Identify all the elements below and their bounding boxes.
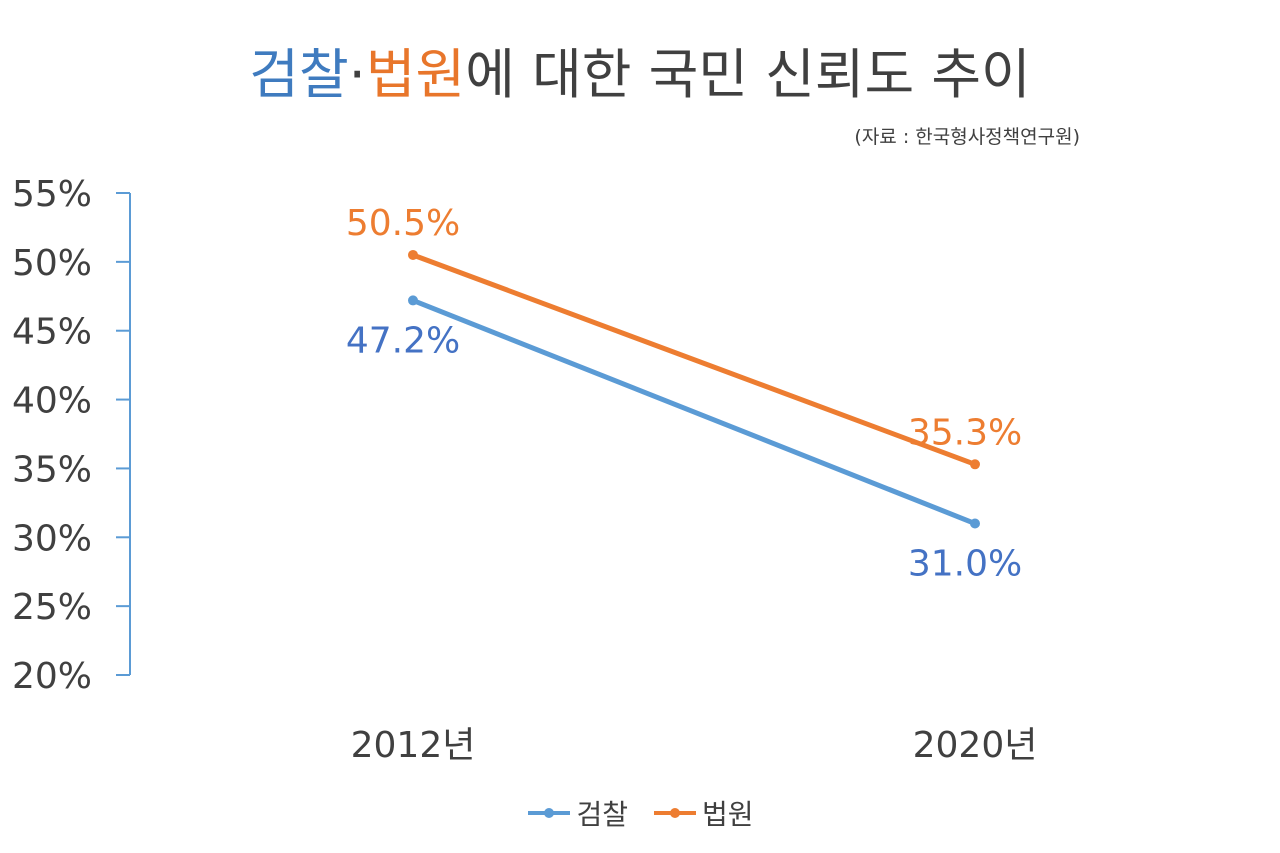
x-tick-label: 2012년 <box>351 725 476 766</box>
y-tick-label: 55% <box>12 174 92 215</box>
legend-marker-prosecution <box>528 808 571 818</box>
y-tick-label: 40% <box>12 381 92 422</box>
title-part-prosecution: 검찰 <box>249 43 349 106</box>
series-line-0 <box>410 297 978 527</box>
data-label-0-0: 47.2% <box>346 320 460 361</box>
source-note: (자료 : 한국형사정책연구원) <box>854 126 1080 148</box>
legend-label-court: 법원 <box>702 798 754 831</box>
y-tick-label: 30% <box>12 518 92 559</box>
data-point-0-0 <box>408 295 418 306</box>
data-point-0-1 <box>970 518 980 529</box>
x-tick-label: 2020년 <box>913 725 1038 766</box>
y-tick-label: 50% <box>12 243 92 284</box>
data-label-1-0: 50.5% <box>346 203 460 244</box>
legend-marker-court <box>654 808 696 818</box>
y-tick-label: 25% <box>12 587 92 628</box>
data-label-1-1: 35.3% <box>908 412 1022 453</box>
legend-item-court: 법원 <box>652 793 754 833</box>
y-tick-label: 45% <box>12 312 92 353</box>
title-part-dot: · <box>348 43 366 106</box>
chart-title: 검찰·법원에 대한 국민 신뢰도 추이 <box>0 30 1280 109</box>
y-tick-label: 20% <box>12 656 92 697</box>
legend-label-prosecution: 검찰 <box>576 798 628 831</box>
y-tick-label: 35% <box>12 449 92 490</box>
data-point-1-1 <box>970 459 980 470</box>
legend-item-prosecution: 검찰 <box>526 793 628 833</box>
data-point-1-0 <box>408 249 418 260</box>
series-line-1 <box>410 252 978 467</box>
title-part-rest: 에 대한 국민 신뢰도 추이 <box>465 43 1031 106</box>
legend: 검찰 법원 <box>0 793 1280 833</box>
title-part-court: 법원 <box>365 43 466 106</box>
data-label-0-1: 31.0% <box>908 544 1022 585</box>
